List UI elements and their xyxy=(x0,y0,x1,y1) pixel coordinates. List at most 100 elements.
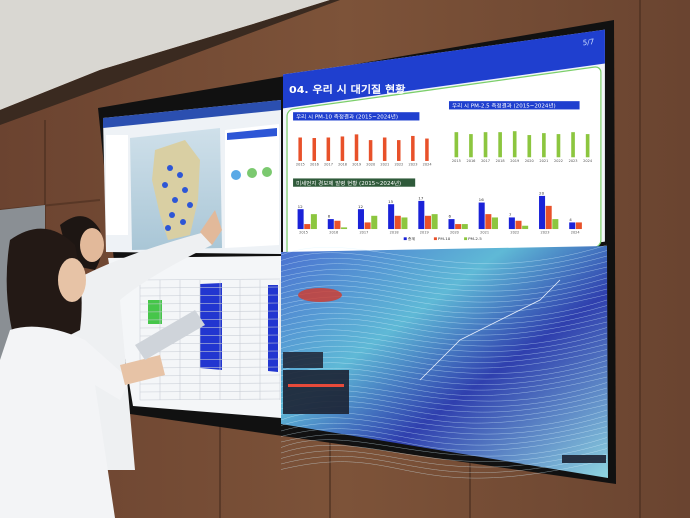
bar-2024 xyxy=(585,134,590,158)
pm10-chart: 우리 시 PM-10 측정결과 (2015~2024년) 2015 2016 2017… xyxy=(293,112,432,167)
x-tick-label: 2024 xyxy=(423,163,432,167)
streamline xyxy=(280,283,608,303)
table-row-line xyxy=(139,302,281,305)
streamline xyxy=(280,255,608,275)
bar-2023 xyxy=(411,135,415,161)
table-row-line xyxy=(139,286,281,289)
bar-2018-PM-10 xyxy=(394,215,401,230)
chart-title-bg xyxy=(293,178,416,187)
bar-2016-총계 xyxy=(327,219,334,230)
bar-2021-PM-2.5 xyxy=(491,217,498,230)
streamline xyxy=(280,420,608,440)
map-location-box xyxy=(283,352,323,368)
data-label: 17 xyxy=(418,196,424,201)
bar-2017 xyxy=(483,132,488,158)
x-tick-label: 2017 xyxy=(324,163,333,167)
peninsula-shape xyxy=(152,140,200,240)
pointing-hand xyxy=(200,210,222,245)
table-row-line xyxy=(139,310,281,313)
x-tick-label: 2023 xyxy=(541,231,550,235)
chart-title-bg xyxy=(293,112,420,121)
bar-2017-PM-2.5 xyxy=(371,215,378,230)
wind-dust-map[interactable] xyxy=(280,244,608,479)
data-label: 16 xyxy=(479,197,485,202)
ceiling-edge xyxy=(0,0,340,125)
bar-2019-PM-2.5 xyxy=(431,214,438,230)
bar-2018-총계 xyxy=(388,204,395,230)
high-dust-area xyxy=(298,288,342,302)
bar-2022-PM-2.5 xyxy=(522,225,529,230)
x-tick-label: 2018 xyxy=(390,231,399,235)
right-status-panel[interactable] xyxy=(225,124,279,248)
bar-2018 xyxy=(498,132,502,158)
legend-swatch xyxy=(464,237,468,241)
x-tick-label: 2022 xyxy=(510,231,519,235)
chart-title: 미세먼지 경보제 발령 현황 (2015~2024년) xyxy=(296,179,401,187)
map-control-panel[interactable] xyxy=(283,370,349,414)
bar-2020-총계 xyxy=(448,219,455,230)
bar-2016 xyxy=(312,138,317,161)
x-tick-label: 2017 xyxy=(359,231,368,235)
data-label: 6 xyxy=(448,214,451,219)
x-tick-label: 2022 xyxy=(554,159,563,163)
bar-2020-PM-10 xyxy=(455,224,462,230)
bar-2021 xyxy=(542,133,546,158)
alert-chart: 미세먼지 경보제 발령 현황 (2015~2024년)1220156201612… xyxy=(293,178,582,241)
station-markers[interactable] xyxy=(162,165,193,231)
tablet xyxy=(135,310,205,360)
streamline xyxy=(280,453,608,473)
x-tick-label: 2021 xyxy=(480,231,489,235)
chart-title: 우리 시 PM-10 측정결과 (2015~2024년) xyxy=(296,113,398,121)
bar-2020 xyxy=(527,135,532,158)
table-row-line xyxy=(139,366,281,369)
streamline xyxy=(280,448,608,468)
table-row-line xyxy=(139,326,281,329)
slide-title: 04. 우리 시 대기질 현황 xyxy=(289,83,406,95)
x-tick-label: 2021 xyxy=(380,163,389,167)
bar-2022-총계 xyxy=(508,217,515,230)
color-scale-bar xyxy=(288,384,344,387)
streamline xyxy=(280,426,608,446)
bar-2019-PM-10 xyxy=(424,215,431,230)
bar-2022-PM-10 xyxy=(515,220,522,230)
bar-2024 xyxy=(425,138,429,161)
data-label: 12 xyxy=(298,204,304,209)
map-mode-button[interactable] xyxy=(562,455,606,463)
table-row-line xyxy=(139,358,281,361)
x-tick-label: 2016 xyxy=(310,163,319,167)
table-highlight-column xyxy=(200,283,222,370)
streamline xyxy=(280,431,608,451)
streamline xyxy=(280,338,608,358)
streamline xyxy=(280,459,608,479)
bar-2021 xyxy=(382,137,387,161)
streamline xyxy=(280,261,608,281)
x-tick-label: 2016 xyxy=(466,159,475,163)
streamline xyxy=(280,316,608,336)
x-tick-label: 2020 xyxy=(525,159,534,163)
bar-2018-PM-2.5 xyxy=(401,217,408,230)
streamline xyxy=(280,343,608,363)
x-tick-label: 2022 xyxy=(394,163,403,167)
bar-2023 xyxy=(571,132,575,158)
streamline xyxy=(280,272,608,292)
bar-2020 xyxy=(368,140,373,161)
coastline xyxy=(419,279,561,381)
left-filter-panel[interactable] xyxy=(106,135,128,235)
bar-2023-PM-2.5 xyxy=(552,219,559,230)
slide-content: 04. 우리 시 대기질 현황 우리 시 PM-10 측정결과 (2015~20… xyxy=(289,83,592,241)
streamline xyxy=(280,266,608,286)
bar-2024-총계 xyxy=(569,222,576,230)
data-label: 6 xyxy=(328,214,331,219)
streamline xyxy=(280,310,608,330)
page-indicator: 5/7 xyxy=(583,37,594,48)
chart-title-bg xyxy=(448,101,580,110)
bar-2016-PM-2.5 xyxy=(341,227,348,230)
bar-2023-총계 xyxy=(539,195,546,230)
streamline xyxy=(280,305,608,325)
x-tick-label: 2016 xyxy=(329,231,338,235)
x-tick-label: 2024 xyxy=(571,231,580,235)
bar-2024-PM-10 xyxy=(575,222,582,230)
data-label: 7 xyxy=(509,212,512,217)
bar-2015-총계 xyxy=(297,209,304,230)
